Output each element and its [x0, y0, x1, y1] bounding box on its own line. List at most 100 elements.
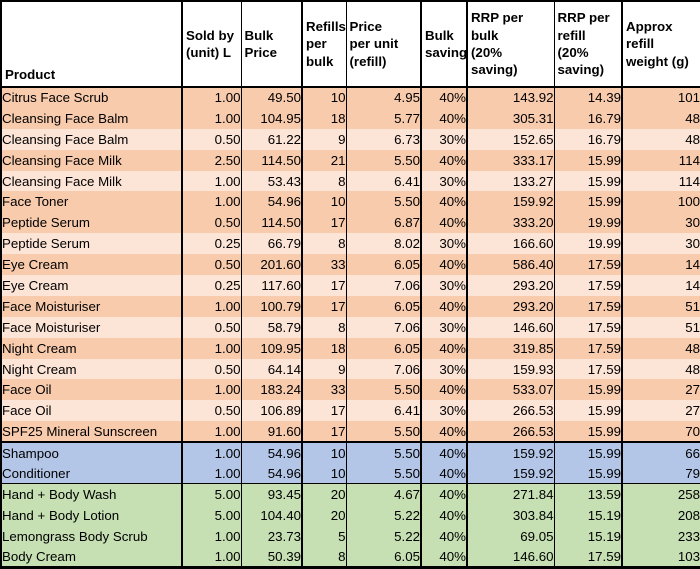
cell-price_unit[interactable]: 8.02	[345, 233, 421, 255]
cell-rrp_refill[interactable]: 17.59	[553, 316, 622, 338]
cell-sold_by[interactable]: 0.50	[181, 254, 241, 276]
cell-rrp_refill[interactable]: 16.79	[553, 107, 622, 129]
cell-sold_by[interactable]: 0.25	[181, 275, 241, 296]
cell-product[interactable]: Peptide Serum	[1, 212, 182, 234]
cell-bulk_price[interactable]: 50.39	[240, 546, 302, 568]
cell-sold_by[interactable]: 0.50	[181, 358, 241, 380]
cell-bulk_price[interactable]: 54.96	[240, 463, 302, 484]
cell-refills[interactable]: 20	[301, 483, 346, 505]
cell-rrp_refill[interactable]: 17.59	[553, 275, 622, 296]
cell-bulk_price[interactable]: 23.73	[240, 525, 302, 547]
cell-bulk_price[interactable]: 117.60	[240, 275, 302, 296]
cell-refills[interactable]: 33	[301, 254, 346, 276]
cell-bulk_price[interactable]: 114.50	[240, 149, 302, 171]
cell-saving[interactable]: 40%	[420, 504, 467, 526]
cell-refills[interactable]: 10	[301, 441, 346, 464]
cell-product[interactable]: Face Toner	[1, 191, 182, 213]
cell-rrp_bulk[interactable]: 293.20	[466, 295, 554, 317]
cell-weight[interactable]: 233	[621, 525, 700, 547]
cell-price_unit[interactable]: 5.22	[345, 525, 421, 547]
cell-rrp_bulk[interactable]: 152.65	[466, 128, 554, 150]
cell-price_unit[interactable]: 7.06	[345, 358, 421, 380]
cell-weight[interactable]: 27	[621, 379, 700, 401]
cell-bulk_price[interactable]: 104.95	[240, 107, 302, 129]
cell-sold_by[interactable]: 0.25	[181, 233, 241, 255]
cell-bulk_price[interactable]: 183.24	[240, 379, 302, 401]
cell-price_unit[interactable]: 6.87	[345, 212, 421, 234]
cell-rrp_bulk[interactable]: 533.07	[466, 379, 554, 401]
cell-saving[interactable]: 30%	[420, 316, 467, 338]
cell-sold_by[interactable]: 1.00	[181, 525, 241, 547]
cell-saving[interactable]: 30%	[420, 233, 467, 255]
cell-price_unit[interactable]: 7.06	[345, 275, 421, 296]
cell-saving[interactable]: 40%	[420, 421, 467, 443]
cell-sold_by[interactable]: 1.00	[181, 546, 241, 568]
cell-saving[interactable]: 40%	[420, 87, 467, 108]
cell-rrp_bulk[interactable]: 146.60	[466, 316, 554, 338]
cell-product[interactable]: Face Moisturiser	[1, 316, 182, 338]
cell-sold_by[interactable]: 1.00	[181, 191, 241, 213]
cell-weight[interactable]: 51	[621, 316, 700, 338]
cell-rrp_refill[interactable]: 17.59	[553, 337, 622, 359]
cell-weight[interactable]: 48	[621, 128, 700, 150]
cell-refills[interactable]: 18	[301, 337, 346, 359]
cell-product[interactable]: Cleansing Face Milk	[1, 170, 182, 192]
cell-sold_by[interactable]: 1.00	[181, 170, 241, 192]
cell-bulk_price[interactable]: 58.79	[240, 316, 302, 338]
cell-rrp_bulk[interactable]: 143.92	[466, 87, 554, 108]
cell-saving[interactable]: 40%	[420, 546, 467, 568]
cell-rrp_bulk[interactable]: 319.85	[466, 337, 554, 359]
cell-weight[interactable]: 208	[621, 504, 700, 526]
cell-weight[interactable]: 48	[621, 358, 700, 380]
cell-product[interactable]: Face Oil	[1, 400, 182, 422]
cell-saving[interactable]: 40%	[420, 295, 467, 317]
cell-bulk_price[interactable]: 93.45	[240, 483, 302, 505]
cell-saving[interactable]: 30%	[420, 128, 467, 150]
cell-weight[interactable]: 30	[621, 212, 700, 234]
cell-rrp_bulk[interactable]: 305.31	[466, 107, 554, 129]
cell-weight[interactable]: 48	[621, 337, 700, 359]
cell-price_unit[interactable]: 6.05	[345, 295, 421, 317]
cell-sold_by[interactable]: 1.00	[181, 379, 241, 401]
cell-weight[interactable]: 30	[621, 233, 700, 255]
cell-rrp_bulk[interactable]: 159.93	[466, 358, 554, 380]
cell-sold_by[interactable]: 5.00	[181, 504, 241, 526]
column-header-saving[interactable]: Bulk saving	[420, 1, 467, 88]
cell-sold_by[interactable]: 1.00	[181, 107, 241, 129]
cell-refills[interactable]: 17	[301, 421, 346, 443]
cell-product[interactable]: Cleansing Face Balm	[1, 128, 182, 150]
cell-saving[interactable]: 40%	[420, 191, 467, 213]
column-header-bulk_price[interactable]: Bulk Price	[240, 1, 302, 88]
cell-bulk_price[interactable]: 54.96	[240, 441, 302, 464]
cell-rrp_refill[interactable]: 15.19	[553, 504, 622, 526]
cell-bulk_price[interactable]: 100.79	[240, 295, 302, 317]
cell-weight[interactable]: 14	[621, 254, 700, 276]
cell-saving[interactable]: 40%	[420, 212, 467, 234]
cell-sold_by[interactable]: 0.50	[181, 128, 241, 150]
cell-rrp_refill[interactable]: 15.99	[553, 421, 622, 443]
cell-rrp_refill[interactable]: 17.59	[553, 254, 622, 276]
column-header-product[interactable]: Product	[1, 1, 182, 88]
cell-product[interactable]: Eye Cream	[1, 254, 182, 276]
cell-product[interactable]: Peptide Serum	[1, 233, 182, 255]
cell-sold_by[interactable]: 1.00	[181, 87, 241, 108]
cell-sold_by[interactable]: 0.50	[181, 400, 241, 422]
cell-rrp_refill[interactable]: 15.99	[553, 191, 622, 213]
cell-saving[interactable]: 30%	[420, 400, 467, 422]
cell-saving[interactable]: 40%	[420, 441, 467, 464]
cell-rrp_refill[interactable]: 16.79	[553, 128, 622, 150]
column-header-refills[interactable]: Refills per bulk	[301, 1, 346, 88]
cell-refills[interactable]: 8	[301, 170, 346, 192]
cell-saving[interactable]: 30%	[420, 358, 467, 380]
cell-bulk_price[interactable]: 106.89	[240, 400, 302, 422]
cell-refills[interactable]: 8	[301, 316, 346, 338]
cell-weight[interactable]: 27	[621, 400, 700, 422]
cell-product[interactable]: Face Oil	[1, 379, 182, 401]
cell-rrp_refill[interactable]: 15.99	[553, 463, 622, 484]
cell-bulk_price[interactable]: 109.95	[240, 337, 302, 359]
cell-bulk_price[interactable]: 66.79	[240, 233, 302, 255]
cell-refills[interactable]: 20	[301, 504, 346, 526]
cell-rrp_bulk[interactable]: 271.84	[466, 483, 554, 505]
cell-saving[interactable]: 40%	[420, 107, 467, 129]
cell-sold_by[interactable]: 0.50	[181, 316, 241, 338]
